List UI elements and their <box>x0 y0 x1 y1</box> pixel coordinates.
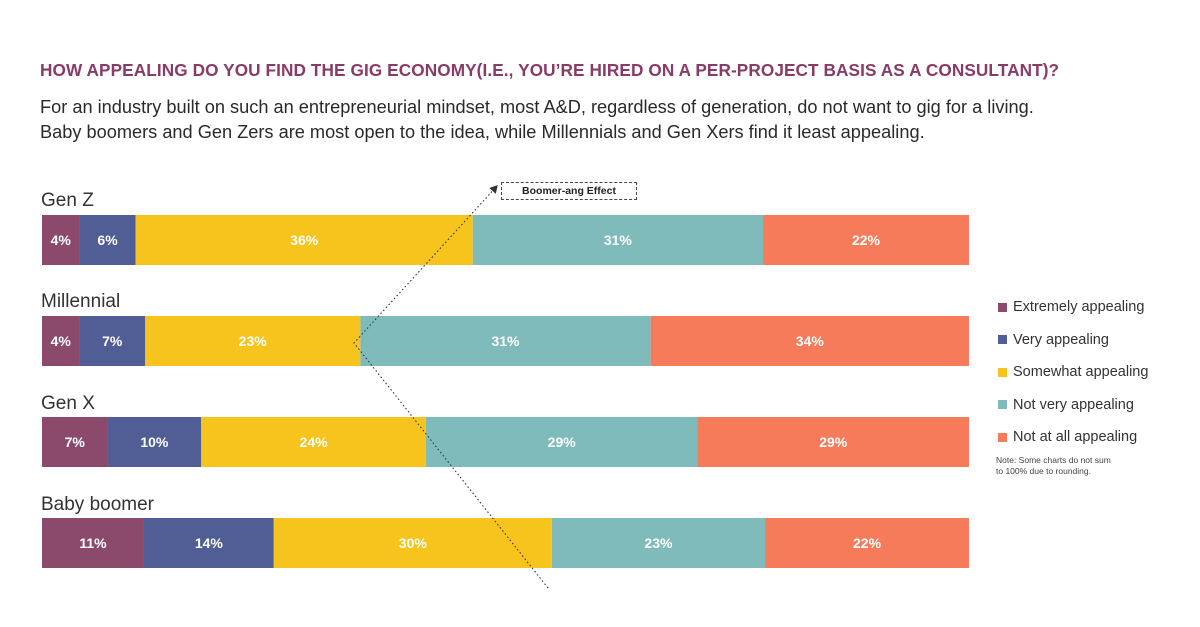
bar-gen-x-somewhat-appealing <box>201 417 426 467</box>
legend-label: Somewhat appealing <box>1013 364 1149 381</box>
subtitle-line-2: Baby boomers and Gen Zers are most open … <box>40 122 925 142</box>
subtitle-line-1: For an industry built on such an entrepr… <box>40 97 1034 117</box>
data-label-millennial-not-very-appealing: 31% <box>491 333 520 349</box>
category-label-gen-z: Gen Z <box>41 190 94 211</box>
rounding-note: Note: Some charts do not sum to 100% due… <box>996 455 1111 476</box>
data-label-gen-z-not-very-appealing: 31% <box>604 232 633 248</box>
chart-title: HOW APPEALING DO YOU FIND THE GIG ECONOM… <box>40 60 1060 80</box>
bar-millennial-somewhat-appealing <box>145 316 361 366</box>
legend-swatch <box>998 432 1007 442</box>
data-label-millennial-extremely-appealing: 4% <box>51 333 72 349</box>
data-label-millennial-very-appealing: 7% <box>102 333 123 349</box>
data-label-baby-boomer-not-very-appealing: 23% <box>644 535 673 551</box>
bar-gen-z-not-at-all-appealing <box>763 215 969 265</box>
data-label-millennial-somewhat-appealing: 23% <box>239 333 268 349</box>
bar-baby-boomer-very-appealing <box>143 518 274 568</box>
legend-swatch <box>998 367 1007 377</box>
legend-item-somewhat-appealing: Somewhat appealing <box>998 356 1148 389</box>
data-label-gen-x-somewhat-appealing: 24% <box>300 434 329 450</box>
data-label-baby-boomer-extremely-appealing: 11% <box>79 535 107 551</box>
legend-label: Not very appealing <box>1013 396 1134 413</box>
bar-baby-boomer-not-at-all-appealing <box>765 518 969 568</box>
data-label-baby-boomer-not-at-all-appealing: 22% <box>853 535 882 551</box>
bar-gen-z-not-very-appealing <box>472 215 763 265</box>
bar-millennial-not-very-appealing <box>360 316 651 366</box>
category-label-gen-x: Gen X <box>41 393 95 414</box>
bar-gen-z-very-appealing <box>79 215 136 265</box>
bar-gen-x-very-appealing <box>107 417 202 467</box>
bar-baby-boomer-not-very-appealing <box>551 518 766 568</box>
boomerang-annotation: Boomer-ang Effect <box>501 182 637 200</box>
legend-item-not-very-appealing: Not very appealing <box>998 389 1148 422</box>
legend-item-very-appealing: Very appealing <box>998 324 1148 357</box>
bar-gen-x-not-very-appealing <box>425 417 698 467</box>
bar-gen-x-extremely-appealing <box>42 417 108 467</box>
legend-item-not-at-all-appealing: Not at all appealing <box>998 421 1148 454</box>
legend-label: Extremely appealing <box>1013 299 1145 316</box>
legend-swatch <box>998 335 1007 345</box>
data-label-gen-z-extremely-appealing: 4% <box>51 232 72 248</box>
data-label-gen-x-extremely-appealing: 7% <box>65 434 86 450</box>
legend-swatch <box>998 400 1007 410</box>
data-label-gen-x-not-at-all-appealing: 29% <box>819 434 848 450</box>
legend-swatch <box>998 302 1007 312</box>
data-label-gen-x-not-very-appealing: 29% <box>548 434 577 450</box>
legend: Extremely appealing Very appealing Somewha… <box>998 291 1148 454</box>
bar-gen-z-somewhat-appealing <box>135 215 473 265</box>
legend-item-extremely-appealing: Extremely appealing <box>998 291 1148 324</box>
legend-label: Very appealing <box>1013 331 1109 348</box>
bar-baby-boomer-extremely-appealing <box>42 518 144 568</box>
bar-baby-boomer-somewhat-appealing <box>273 518 552 568</box>
chart-subtitle: For an industry built on such an entrepr… <box>40 95 1180 145</box>
bar-gen-z-extremely-appealing <box>42 215 80 265</box>
data-label-gen-x-very-appealing: 10% <box>140 434 169 450</box>
data-label-baby-boomer-very-appealing: 14% <box>195 535 224 551</box>
bar-gen-x-not-at-all-appealing <box>697 417 969 467</box>
data-label-baby-boomer-somewhat-appealing: 30% <box>399 535 428 551</box>
data-label-gen-z-very-appealing: 6% <box>97 232 118 248</box>
boomerang-arrow <box>353 185 549 589</box>
data-label-gen-z-not-at-all-appealing: 22% <box>852 232 881 248</box>
legend-label: Not at all appealing <box>1013 429 1138 446</box>
bar-millennial-not-at-all-appealing <box>650 316 969 366</box>
bars-group: Gen Z 4% 6% 36% 31% 22% Millennial 4% 7% 23% 31% 34… <box>41 190 969 568</box>
data-label-gen-z-somewhat-appealing: 36% <box>290 232 319 248</box>
category-label-millennial: Millennial <box>41 291 120 312</box>
data-label-millennial-not-at-all-appealing: 34% <box>796 333 825 349</box>
category-label-baby-boomer: Baby boomer <box>41 494 155 515</box>
bar-millennial-extremely-appealing <box>42 316 80 366</box>
bar-millennial-very-appealing <box>79 316 145 366</box>
